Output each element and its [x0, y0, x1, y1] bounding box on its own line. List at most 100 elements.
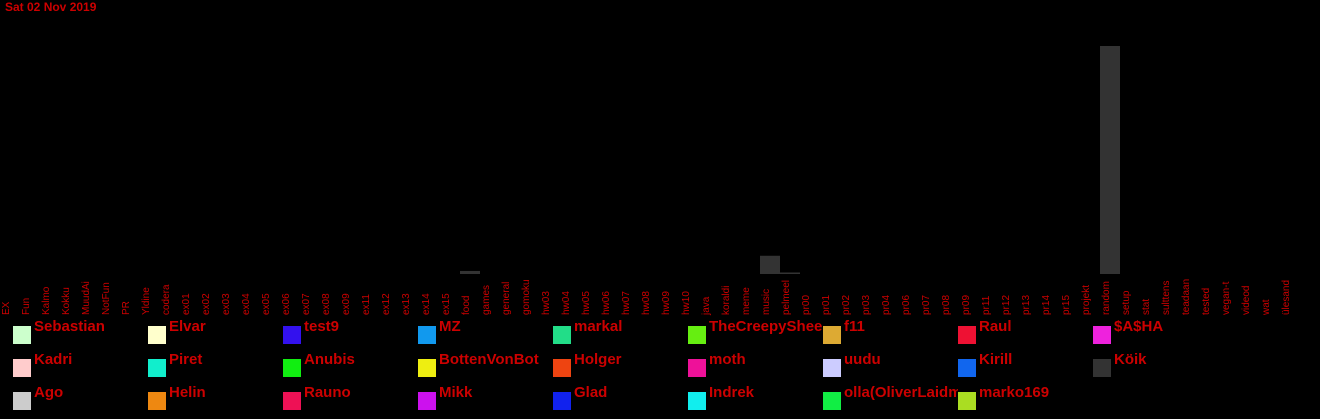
legend-item: Glad	[553, 384, 688, 410]
legend-label: Kirill	[979, 351, 1013, 368]
legend-swatch	[148, 326, 166, 344]
legend-swatch	[1093, 359, 1111, 377]
legend-item: Anubis	[283, 351, 418, 377]
x-tick-label: ex06	[281, 293, 292, 315]
legend-item: Indrek	[688, 384, 823, 410]
x-tick-label: stat	[1141, 299, 1152, 315]
legend-label: marko169	[979, 384, 1050, 401]
x-tick-label: Fun	[21, 298, 32, 315]
legend-swatch	[13, 392, 31, 410]
x-tick-label: hw08	[641, 291, 652, 315]
bar-chart: EX Fun Kalmo Kokku MuudAi NotFun PR Yldine coder…	[1, 46, 1292, 316]
legend-swatch	[958, 326, 976, 344]
legend-swatch	[688, 359, 706, 377]
legend-label: Elvar	[169, 318, 206, 335]
x-tick-label: hw04	[561, 291, 572, 315]
legend-swatch	[553, 392, 571, 410]
legend-item: MZ	[418, 318, 553, 344]
legend-item: Ago	[13, 384, 148, 410]
legend-item: moth	[688, 351, 823, 377]
x-tick-label: ülesand	[1281, 280, 1292, 315]
x-tick-label: pr13	[1021, 295, 1032, 315]
x-tick-label: ex07	[301, 293, 312, 315]
x-tick-label: ex08	[321, 293, 332, 315]
legend-item: Rauno	[283, 384, 418, 410]
x-tick-label: pr15	[1061, 295, 1072, 315]
x-tick-label: pr14	[1041, 295, 1052, 315]
legend-label: BottenVonBot	[439, 351, 539, 368]
legend-item: Kadri	[13, 351, 148, 377]
x-tick-label: general	[501, 282, 512, 315]
x-tick-label: pr04	[881, 295, 892, 315]
x-tick-label: koraldi	[721, 286, 732, 315]
legend-item: olla(OliverLaidma)	[823, 384, 958, 410]
x-tick-label: NotFun	[101, 282, 112, 315]
x-tick-label: gomoku	[521, 279, 532, 315]
legend-swatch	[13, 359, 31, 377]
x-tick-label: ex05	[261, 293, 272, 315]
legend-item: f11	[823, 318, 958, 344]
legend-item: Elvar	[148, 318, 283, 344]
legend-swatch	[1093, 326, 1111, 344]
legend-swatch	[823, 326, 841, 344]
x-tick-label: ex03	[221, 293, 232, 315]
x-tick-label: ex15	[441, 293, 452, 315]
legend-swatch	[958, 359, 976, 377]
x-tick-label: food	[461, 296, 472, 315]
legend-swatch	[283, 392, 301, 410]
x-tick-label: setup	[1121, 290, 1132, 315]
legend-swatch	[418, 359, 436, 377]
legend-label: Indrek	[709, 384, 755, 401]
legend-swatch	[958, 392, 976, 410]
legend-swatch	[148, 392, 166, 410]
x-tick-label: Kalmo	[41, 286, 52, 315]
x-tick-label: videod	[1241, 286, 1252, 315]
legend-swatch	[823, 359, 841, 377]
legend-label: Kadri	[34, 351, 73, 368]
legend-label: Mikk	[439, 384, 473, 401]
legend-label: Ago	[34, 384, 64, 401]
x-tick-label: hw07	[621, 291, 632, 315]
x-tick-label: tested	[1201, 288, 1212, 315]
legend-label: TheCreepySheep	[709, 318, 823, 335]
x-tick-label: pr00	[801, 295, 812, 315]
x-tick-label: ex04	[241, 293, 252, 315]
x-tick-label: pr07	[921, 295, 932, 315]
legend-item: BottenVonBot	[418, 351, 553, 377]
legend-label: uudu	[844, 351, 881, 368]
legend-item: Sebastian	[13, 318, 148, 344]
legend-label: Helin	[169, 384, 206, 401]
x-tick-label: pr08	[941, 295, 952, 315]
legend-item: Köik	[1093, 351, 1228, 377]
legend-label: moth	[709, 351, 746, 368]
x-tick-label: sulttens	[1161, 281, 1172, 315]
x-tick-label: ex12	[381, 293, 392, 315]
legend-label: MZ	[439, 318, 461, 335]
x-tick-label: ex02	[201, 293, 212, 315]
legend-label: Rauno	[304, 384, 351, 401]
x-tick-label: vegan-t	[1221, 281, 1232, 315]
legend-item: Raul	[958, 318, 1093, 344]
x-tick-label: PR	[121, 301, 132, 315]
legend-swatch	[418, 326, 436, 344]
legend-swatch	[823, 392, 841, 410]
legend-label: Sebastian	[34, 318, 105, 335]
legend-swatch	[688, 392, 706, 410]
legend-label: Anubis	[304, 351, 355, 368]
legend-item: Piret	[148, 351, 283, 377]
bar-pelmeel	[780, 272, 800, 274]
legend-swatch	[283, 359, 301, 377]
x-tick-label: ex11	[361, 294, 372, 315]
x-tick-label: pr01	[821, 295, 832, 315]
x-tick-label: pr09	[961, 295, 972, 315]
x-tick-label: ex09	[341, 293, 352, 315]
legend-swatch	[13, 326, 31, 344]
legend-label: Piret	[169, 351, 203, 368]
x-tick-label: hw06	[601, 291, 612, 315]
legend-item: TheCreepySheep	[688, 318, 823, 344]
legend-label: Raul	[979, 318, 1012, 335]
x-tick-label: wat	[1261, 299, 1272, 316]
x-tick-label: ex01	[181, 293, 192, 315]
x-tick-label: projekt	[1081, 285, 1092, 315]
legend-swatch	[148, 359, 166, 377]
